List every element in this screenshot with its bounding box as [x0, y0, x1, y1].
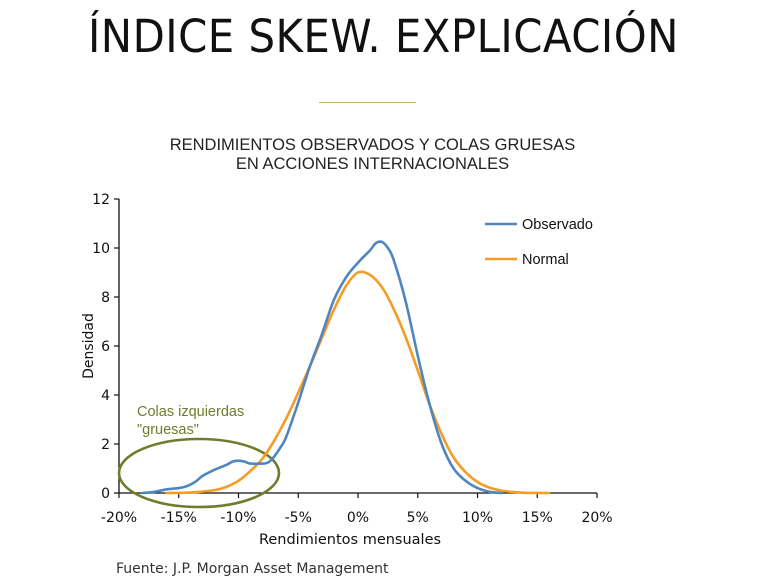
x-tick-label: -15%	[161, 510, 197, 526]
legend-label-observado: Observado	[522, 217, 593, 233]
fat-tail-ellipse	[117, 437, 281, 509]
legend-label-normal: Normal	[522, 252, 569, 268]
y-tick-label: 10	[92, 241, 110, 257]
y-tick-label: 8	[101, 290, 110, 306]
source-note: Fuente: J.P. Morgan Asset Management	[116, 561, 389, 577]
y-tick-label: 6	[101, 339, 110, 355]
y-tick-label: 12	[92, 192, 110, 208]
annotation-line1: Colas izquierdas	[137, 404, 244, 420]
x-tick-label: 5%	[407, 510, 429, 526]
chart-axes: 0 2 4 6 8 10 12 -20% -15% -10% -5% 0% 5% 10% 15% 20% Ren…	[81, 192, 613, 548]
annotation-line2: "gruesas"	[137, 422, 199, 438]
x-tick-label: 0%	[347, 510, 369, 526]
x-axis-label: Rendimientos mensuales	[259, 532, 441, 548]
x-tick-label: -10%	[220, 510, 256, 526]
series-line-observado	[141, 240, 503, 495]
chart-title: RENDIMIENTOS OBSERVADOS Y COLAS GRUESAS …	[100, 136, 645, 174]
chart-lines	[141, 240, 551, 495]
slide-title: ÍNDICE SKEW. EXPLICACIÓN	[88, 10, 679, 63]
chart-legend: Observado Normal	[485, 217, 593, 268]
y-tick-label: 0	[101, 486, 110, 502]
y-axis-label: Densidad	[81, 313, 97, 379]
chart-title-line1: RENDIMIENTOS OBSERVADOS Y COLAS GRUESAS	[169, 136, 576, 154]
title-divider	[319, 102, 416, 103]
y-tick-label: 2	[101, 437, 110, 453]
x-tick-label: 15%	[522, 510, 553, 526]
x-tick-label: -20%	[101, 510, 137, 526]
chart-title-line2: EN ACCIONES INTERNACIONALES	[235, 155, 510, 173]
x-tick-label: -5%	[285, 510, 312, 526]
x-tick-label: 20%	[581, 510, 612, 526]
fat-tail-annotation: Colas izquierdas "gruesas"	[117, 404, 281, 509]
y-tick-label: 4	[101, 388, 110, 404]
x-tick-label: 10%	[462, 510, 493, 526]
series-line-normal	[165, 270, 551, 495]
